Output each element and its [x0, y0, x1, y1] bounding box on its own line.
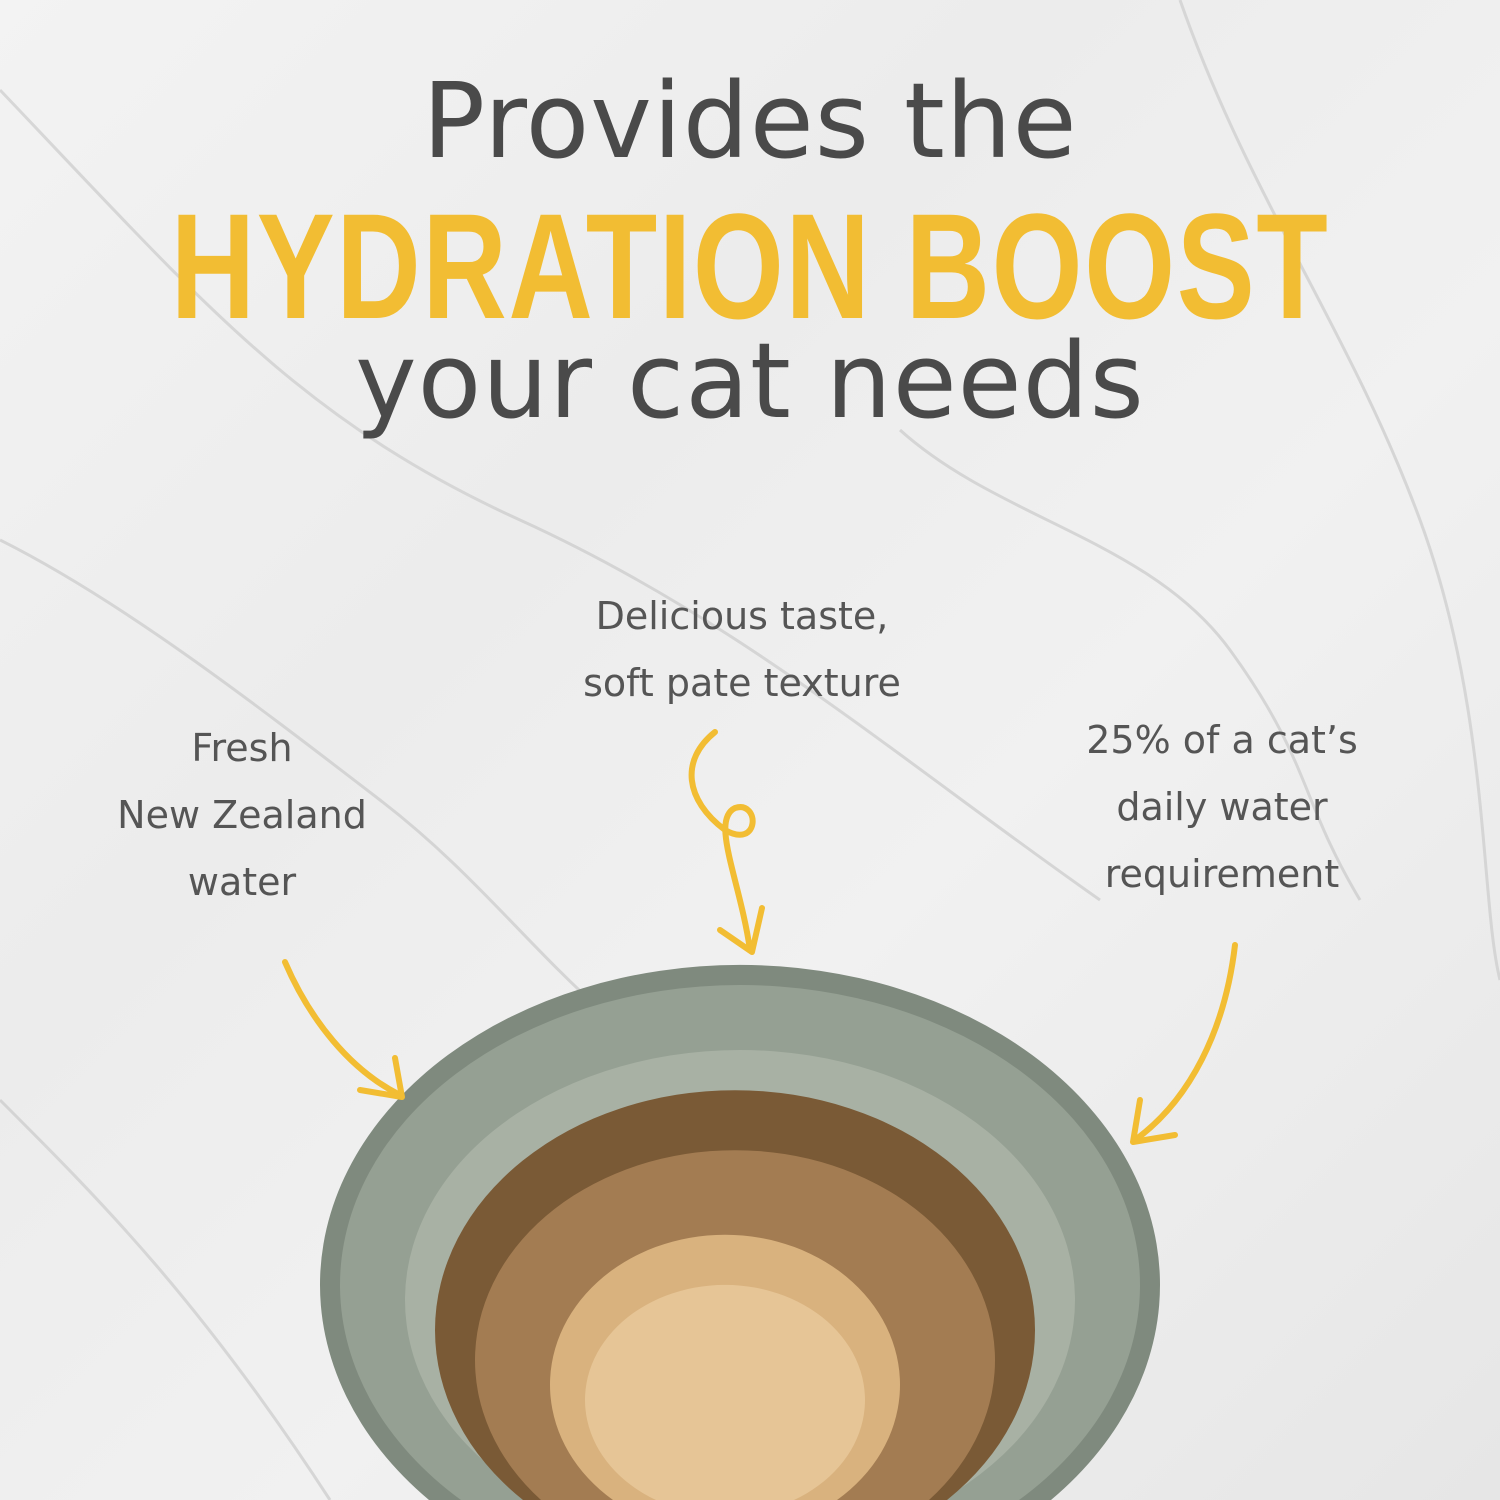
callout-taste-line: soft pate texture: [583, 661, 901, 705]
arrow-requirement-head-icon: [1130, 1097, 1178, 1145]
callout-water-line: New Zealand: [117, 793, 367, 837]
arrow-taste-head-icon: [717, 905, 765, 955]
headline-line-1: Provides the: [422, 60, 1078, 182]
callout-water-line: Fresh: [191, 726, 293, 770]
callout-requirement: 25% of a cat’s daily water requirement: [1086, 707, 1358, 908]
arrow-requirement-icon: [1132, 942, 1238, 1143]
callout-water-line: water: [187, 860, 297, 904]
headline-line-3: your cat needs: [355, 320, 1145, 442]
callout-taste: Delicious taste, soft pate texture: [583, 583, 901, 717]
callout-requirement-line: daily water: [1116, 785, 1328, 829]
arrow-water-head-icon: [357, 1055, 405, 1100]
arrow-taste-icon: [688, 729, 756, 953]
arrow-water-icon: [282, 959, 403, 1098]
bowl: [320, 964, 1161, 1500]
callout-taste-line: Delicious taste,: [595, 594, 889, 638]
callout-requirement-line: 25% of a cat’s: [1086, 718, 1358, 762]
callout-requirement-line: requirement: [1104, 852, 1340, 896]
headline-hydration-boost: HYDRATION BOOST: [170, 182, 1330, 350]
callout-water: Fresh New Zealand water: [117, 715, 367, 916]
